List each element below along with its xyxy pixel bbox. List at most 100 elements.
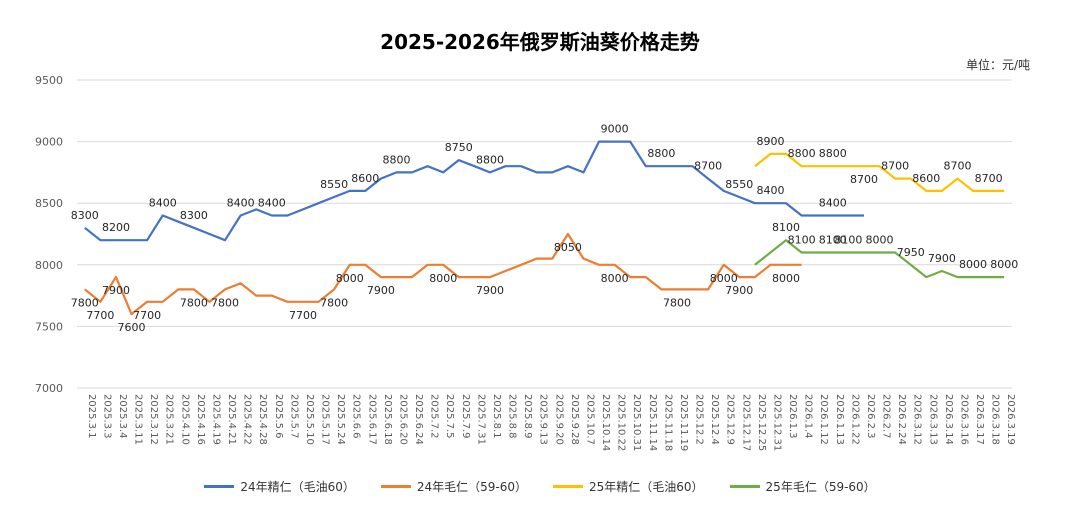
x-tick-label: 2025.11.14 [647,394,658,451]
data-label: 7900 [725,284,753,297]
x-tick-label: 2025.9.20 [553,394,564,445]
data-label: 7700 [289,309,317,322]
data-label: 8000 [601,272,629,285]
x-tick-label: 2025.3.3 [101,394,112,439]
data-label: 7800 [71,296,99,309]
data-label: 8400 [258,197,286,210]
data-label: 8050 [554,241,582,254]
data-label: 8700 [881,160,909,173]
data-label: 8800 [476,153,504,166]
x-tick-label: 2025.4.19 [210,394,221,445]
x-tick-label: 2025.10.31 [631,394,642,451]
x-tick-label: 2025.7.31 [475,394,486,445]
x-tick-label: 2025.6.6 [351,394,362,439]
x-tick-label: 2025.5.24 [335,394,346,445]
x-tick-label: 2025.12.31 [771,394,782,451]
data-label: 8400 [149,197,177,210]
data-label: 8300 [71,209,99,222]
series-line-4 [754,239,1005,279]
legend-swatch [553,485,583,488]
y-tick-label: 7000 [35,382,63,395]
data-label: 7700 [86,309,114,322]
x-tick-label: 2026.1.13 [834,394,845,445]
x-tick-label: 2026.3.18 [990,394,1001,445]
x-tick-label: 2026.1.12 [818,394,829,445]
y-tick-label: 8000 [35,259,63,272]
data-label: 8550 [320,178,348,191]
data-label: 8700 [694,160,722,173]
legend-label: 25年精仁（毛油60） [589,480,704,494]
data-label: 8550 [725,178,753,191]
series-line-2 [84,232,802,316]
data-label: 8800 [647,147,675,160]
x-tick-label: 2026.3.12 [912,394,923,445]
x-tick-label: 2025.12.2 [694,394,705,445]
data-label: 8400 [227,197,255,210]
data-label: 8400 [756,184,784,197]
y-tick-label: 7500 [35,320,63,333]
data-label: 8000 [959,258,987,271]
data-label: 7800 [663,296,691,309]
x-tick-label: 2025.10.22 [616,394,627,451]
data-label: 7900 [476,284,504,297]
data-label: 7900 [102,284,130,297]
chart-legend: 24年精仁（毛油60） 24年毛仁（59-60） 25年精仁（毛油60） 25年毛仁（… [0,478,1080,495]
data-label: 8400 [819,197,847,210]
x-tick-label: 2025.9.13 [538,394,549,445]
x-tick-label: 2026.3.16 [958,394,969,445]
unit-label: 单位：元/吨 [965,58,1030,72]
legend-label: 24年毛仁（59-60） [416,480,527,494]
data-label: 8700 [850,173,878,186]
x-tick-label: 2025.8.1 [491,394,502,439]
x-tick-label: 2025.4.21 [226,394,237,445]
x-tick-label: 2025.6.24 [413,394,424,445]
data-label: 7800 [320,296,348,309]
x-tick-label: 2025.4.16 [195,394,206,445]
y-tick-label: 9500 [35,74,63,87]
x-tick-label: 2025.4.22 [242,394,253,445]
x-tick-label: 2026.2.7 [881,394,892,439]
data-label: 8200 [102,221,130,234]
data-label: 8100 [772,221,800,234]
x-tick-label: 2026.1.3 [787,394,798,439]
legend-swatch [380,485,411,488]
x-tick-label: 2025.6.17 [366,394,377,445]
x-tick-label: 2026.2.24 [896,394,907,445]
x-tick-label: 2025.4.28 [257,394,268,445]
series-line-3 [754,152,1005,192]
data-label: 8100 [819,233,847,246]
x-tick-label: 2025.10.7 [584,394,595,445]
x-tick-label: 2025.4.10 [179,394,190,445]
data-label: 8600 [351,172,379,185]
x-tick-label: 2025.6.20 [397,394,408,445]
data-label: 7900 [928,252,956,265]
x-tick-label: 2025.5.6 [273,394,284,439]
x-tick-label: 2026.3.13 [927,394,938,445]
x-tick-label: 2026.3.17 [974,394,985,445]
data-label: 7800 [211,296,239,309]
x-tick-label: 2025.6.18 [382,394,393,445]
legend-label: 25年毛仁（59-60） [765,480,876,494]
data-label: 8800 [382,153,410,166]
x-tick-label: 2026.3.14 [943,394,954,445]
data-label: 7950 [897,246,925,259]
x-tick-label: 2026.2.3 [865,394,876,439]
x-tick-label: 2025.8.9 [522,394,533,439]
x-tick-label: 2025.3.21 [164,394,175,445]
data-label: 8700 [943,160,971,173]
data-label: 8000 [990,258,1018,271]
data-label: 7800 [180,296,208,309]
x-tick-label: 2025.9.28 [569,394,580,445]
x-tick-label: 2025.12.17 [740,394,751,451]
x-tick-label: 2025.7.5 [444,394,455,439]
data-label: 7700 [133,309,161,322]
data-label: 8100 [834,233,862,246]
chart-title: 2025-2026年俄罗斯油葵价格走势 [380,30,700,54]
data-label: 8800 [819,147,847,160]
data-label: 8900 [756,135,784,148]
x-tick-label: 2025.11.19 [678,394,689,451]
x-tick-label: 2025.11.18 [662,394,673,451]
x-tick-label: 2025.5.10 [304,394,315,445]
x-tick-label: 2025.5.17 [320,394,331,445]
